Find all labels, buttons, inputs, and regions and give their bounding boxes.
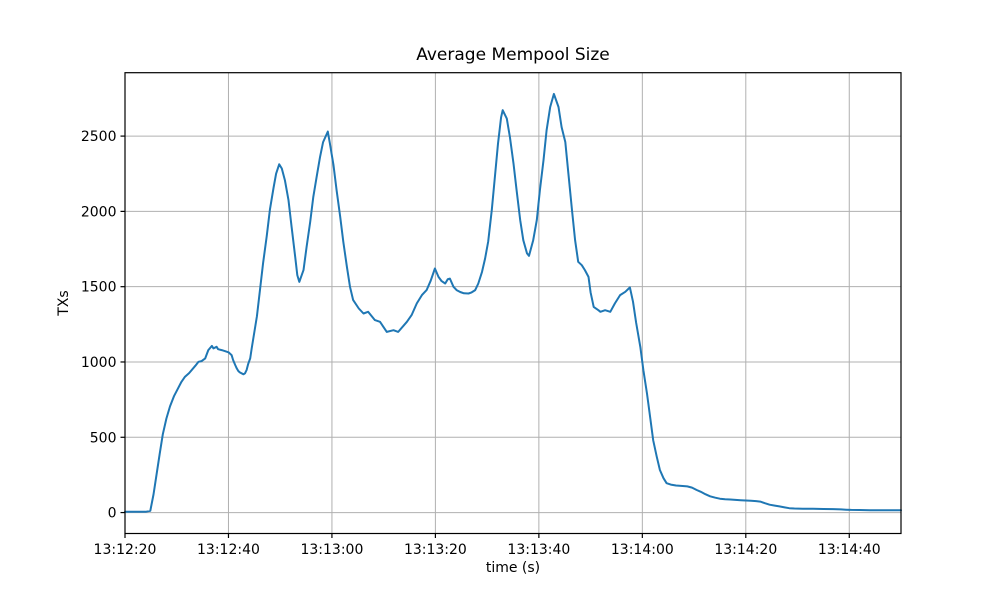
y-tick-label: 500: [90, 430, 117, 446]
series-line-mempool: [124, 92, 902, 513]
x-tick-label: 13:14:40: [818, 542, 881, 558]
x-tick-label: 13:13:00: [300, 542, 363, 558]
x-axis-label: time (s): [485, 560, 541, 576]
axes-frame: [124, 72, 902, 535]
y-tick-label: 0: [108, 506, 117, 522]
x-tick-label: 13:13:20: [404, 542, 467, 558]
x-tick-label: 13:12:40: [197, 542, 260, 558]
x-tick-label: 13:12:20: [94, 542, 157, 558]
y-tick-label: 2000: [81, 204, 117, 220]
y-tick-label: 1000: [81, 355, 117, 371]
y-tick-label: 1500: [81, 280, 117, 296]
y-tick-label: 2500: [81, 129, 117, 145]
x-tick-label: 13:14:00: [611, 542, 674, 558]
y-axis-label: TXs: [56, 290, 72, 316]
chart-title: Average Mempool Size: [416, 45, 610, 65]
x-tick-label: 13:14:20: [714, 542, 777, 558]
x-tick-label: 13:13:40: [507, 542, 570, 558]
